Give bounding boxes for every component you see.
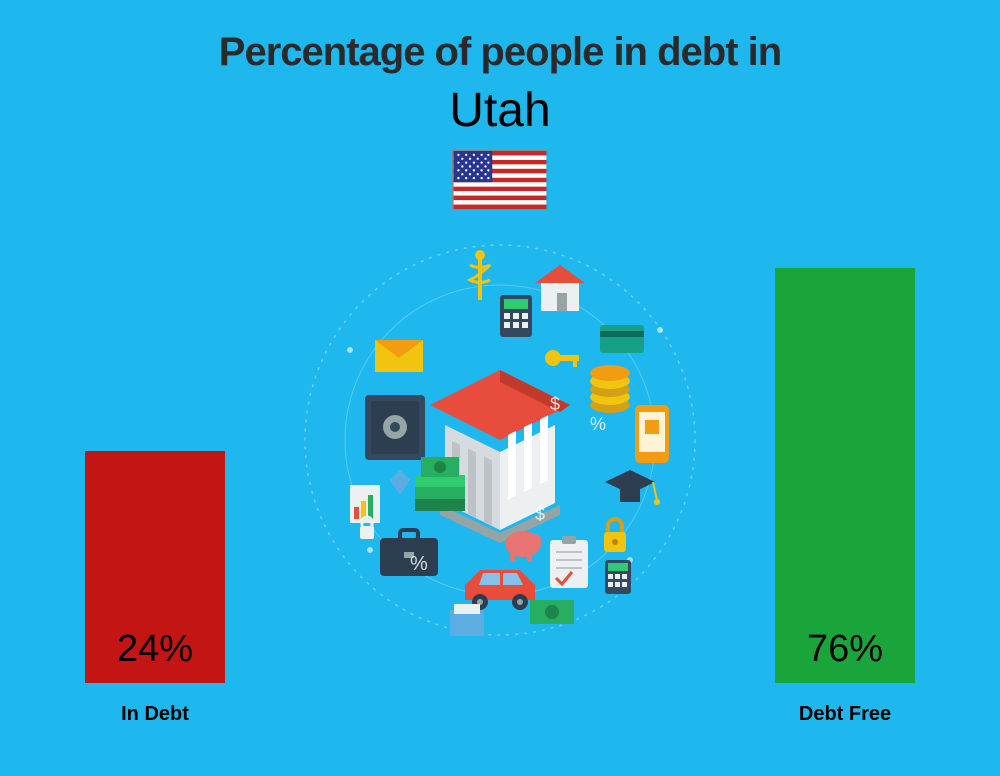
page-title: Percentage of people in debt in	[0, 0, 1000, 75]
bar-label-in-debt: In Debt	[121, 703, 189, 726]
us-flag-icon	[452, 150, 548, 210]
bar-label-debt-free: Debt Free	[799, 703, 891, 726]
bar-value-debt-free: 76%	[807, 628, 883, 671]
bar-value-in-debt: 24%	[117, 628, 193, 671]
bar-group-in-debt: 24% In Debt	[85, 451, 225, 726]
bar-debt-free: 76%	[775, 268, 915, 683]
bars-container: 24% In Debt 76% Debt Free	[0, 268, 1000, 726]
bar-in-debt: 24%	[85, 451, 225, 683]
bar-group-debt-free: 76% Debt Free	[775, 268, 915, 726]
page-subtitle: Utah	[0, 83, 1000, 138]
